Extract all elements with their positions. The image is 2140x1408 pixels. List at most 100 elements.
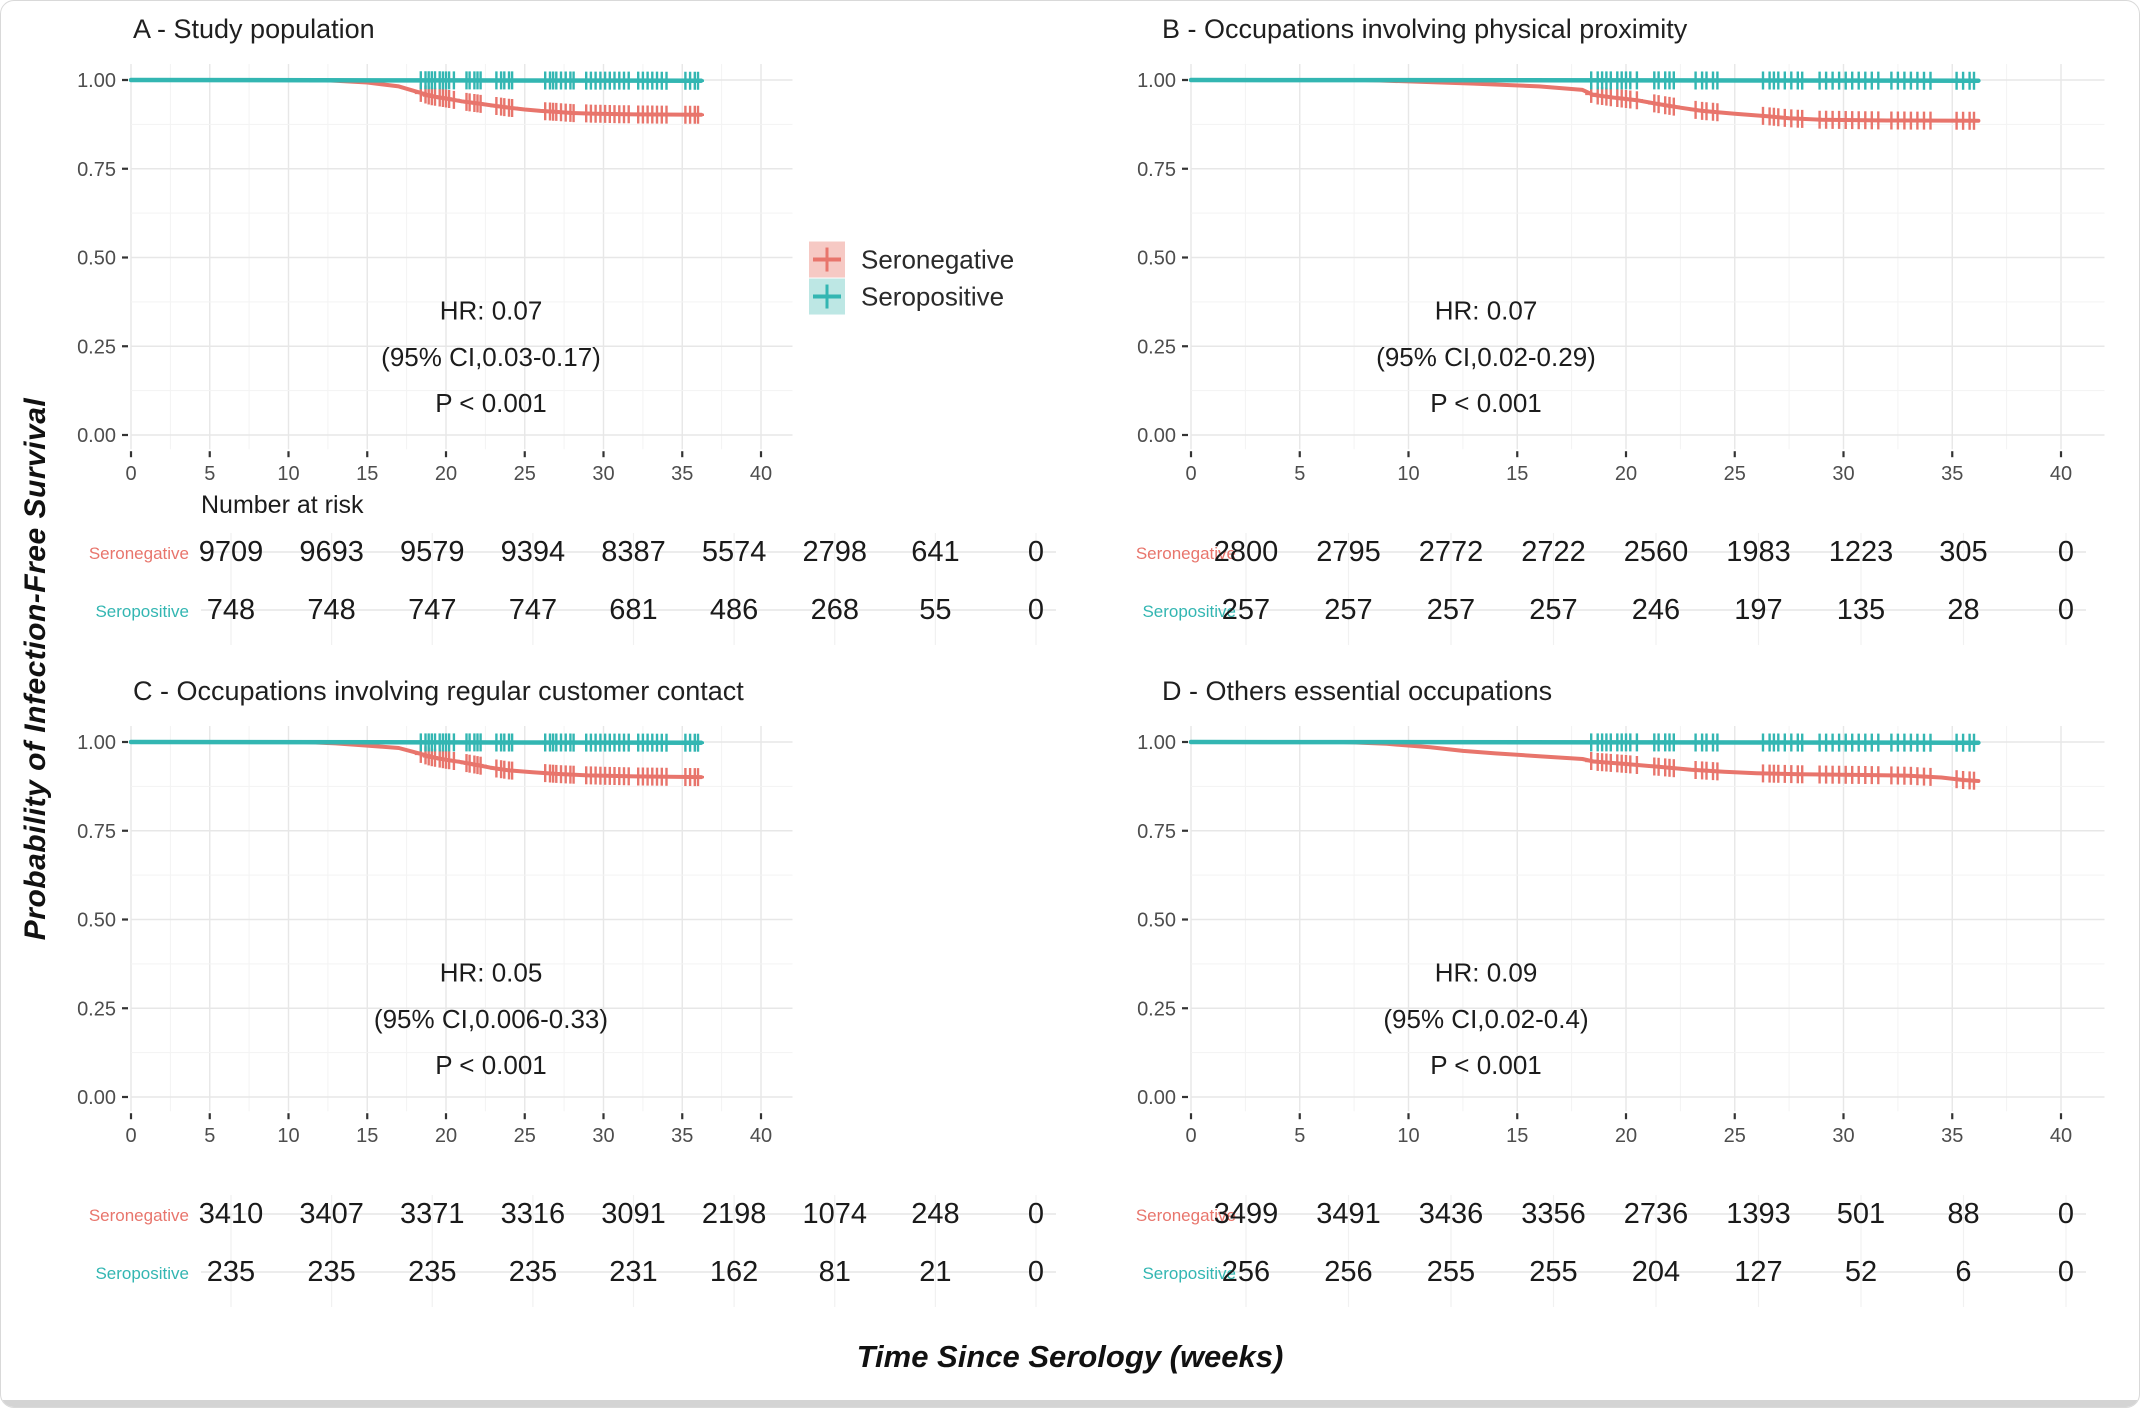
x-axis-ticks: 0 5 10 15 20 25 30 35 40: [125, 1113, 772, 1147]
risk-count: 0: [2058, 1198, 2074, 1230]
svg-text:0.50: 0.50: [77, 910, 116, 932]
panel-d-plot: 1.00 0.75 0.50 0.25 0.00 0 5 10 15 20 25 30 35 40 HR: …: [1086, 707, 2139, 1332]
risk-count: 235: [307, 1256, 355, 1288]
risk-count: 231: [609, 1256, 657, 1288]
svg-text:35: 35: [1941, 1125, 1963, 1147]
gridlines: [130, 726, 793, 1112]
risk-count: 9394: [501, 536, 566, 568]
censor-marks: [414, 733, 704, 787]
gridlines: [130, 64, 793, 450]
panel-a-title: A - Study population: [133, 14, 375, 44]
risk-count: 2736: [1624, 1198, 1689, 1230]
svg-text:0.50: 0.50: [1137, 910, 1176, 932]
risk-count: 2800: [1214, 536, 1279, 568]
legend-label: Seropositive: [861, 282, 1004, 312]
risk-count: 3316: [501, 1198, 566, 1230]
panel-b-plot: 1.00 0.75 0.50 0.25 0.00 0 5 10 15 20 25 30 35 40 HR: …: [1086, 45, 2139, 670]
svg-text:1.00: 1.00: [77, 732, 116, 754]
svg-text:35: 35: [671, 463, 693, 485]
svg-text:(95% CI,0.006-0.33): (95% CI,0.006-0.33): [374, 1004, 608, 1034]
svg-text:25: 25: [1724, 463, 1746, 485]
km-plot-svg: 1.00 0.75 0.50 0.25 0.00 0 5 10 15 20 25 30 35 40 HR: …: [77, 64, 1056, 645]
svg-text:35: 35: [671, 1125, 693, 1147]
risk-count: 0: [2058, 594, 2074, 626]
risk-count: 0: [2058, 1256, 2074, 1288]
risk-count: 88: [1947, 1198, 1979, 1230]
risk-count: 2772: [1419, 536, 1484, 568]
svg-text:P < 0.001: P < 0.001: [1430, 1050, 1542, 1080]
risk-count: 748: [207, 594, 255, 626]
risk-count: 235: [408, 1256, 456, 1288]
risk-count: 0: [1028, 594, 1044, 626]
risk-row-label: Seropositive: [95, 1264, 189, 1283]
risk-count: 3499: [1214, 1198, 1279, 1230]
svg-text:0: 0: [1185, 1125, 1196, 1147]
svg-text:35: 35: [1941, 463, 1963, 485]
panel-b-title: B - Occupations involving physical proxi…: [1162, 14, 1688, 44]
risk-count: 681: [609, 594, 657, 626]
bottom-scroll-strip: [1, 1400, 2139, 1407]
svg-text:40: 40: [750, 463, 772, 485]
panel-c-title: C - Occupations involving regular custom…: [133, 676, 744, 706]
svg-text:0: 0: [125, 463, 136, 485]
svg-text:25: 25: [1724, 1125, 1746, 1147]
risk-count: 248: [911, 1198, 959, 1230]
risk-count: 2198: [702, 1198, 767, 1230]
risk-count: 0: [2058, 536, 2074, 568]
svg-text:HR: 0.05: HR: 0.05: [440, 958, 543, 988]
panel-a-plot: 1.00 0.75 0.50 0.25 0.00 0 5 10 15 20 25 30 35 40 HR: …: [71, 45, 1086, 670]
risk-count: 641: [911, 536, 959, 568]
svg-text:1.00: 1.00: [77, 70, 116, 92]
panel-a: A - Study population 1.00 0.75 0.50 0.25 0.0…: [71, 7, 1086, 669]
risk-row-label: Seronegative: [1136, 544, 1236, 563]
risk-count: 5574: [702, 536, 767, 568]
svg-text:10: 10: [277, 1125, 299, 1147]
risk-count: 257: [1324, 594, 1372, 626]
risk-count: 3091: [601, 1198, 666, 1230]
risk-count: 28: [1947, 594, 1979, 626]
svg-text:0.00: 0.00: [1137, 1087, 1176, 1109]
svg-text:20: 20: [435, 1125, 457, 1147]
risk-count: 8387: [601, 536, 666, 568]
risk-count: 3356: [1521, 1198, 1586, 1230]
km-plot-svg: 1.00 0.75 0.50 0.25 0.00 0 5 10 15 20 25 30 35 40 HR: …: [1136, 726, 2105, 1307]
svg-text:0: 0: [125, 1125, 136, 1147]
y-axis-ticks: 1.00 0.75 0.50 0.25 0.00: [1137, 70, 1188, 447]
risk-count: 235: [207, 1256, 255, 1288]
svg-text:40: 40: [2050, 463, 2072, 485]
svg-text:30: 30: [1832, 463, 1854, 485]
risk-count: 501: [1837, 1198, 1885, 1230]
svg-text:1.00: 1.00: [1137, 732, 1176, 754]
panel-d: D - Others essential occupations 1.00 0.7…: [1086, 669, 2139, 1332]
risk-count: 1393: [1726, 1198, 1791, 1230]
svg-text:(95% CI,0.02-0.29): (95% CI,0.02-0.29): [1376, 342, 1596, 372]
risk-count: 162: [710, 1256, 758, 1288]
risk-count: 0: [1028, 1198, 1044, 1230]
risk-count: 197: [1734, 594, 1782, 626]
risk-count: 747: [509, 594, 557, 626]
risk-count: 255: [1529, 1256, 1577, 1288]
panel-b: B - Occupations involving physical proxi…: [1086, 7, 2139, 670]
risk-count: 135: [1837, 594, 1885, 626]
survival-curve-seronegative: [1189, 78, 1981, 123]
risk-count: 256: [1324, 1256, 1372, 1288]
risk-count: 257: [1529, 594, 1577, 626]
svg-text:30: 30: [1832, 1125, 1854, 1147]
svg-text:20: 20: [435, 463, 457, 485]
risk-count: 256: [1222, 1256, 1270, 1288]
risk-table: Seronegative 9709 9693 9579 9394 8387 5574 2798…: [89, 533, 1056, 645]
risk-count: 257: [1427, 594, 1475, 626]
svg-text:15: 15: [1506, 1125, 1528, 1147]
risk-count: 3410: [199, 1198, 264, 1230]
legend-label: Seronegative: [861, 245, 1014, 275]
risk-count: 6: [1955, 1256, 1971, 1288]
risk-count: 747: [408, 594, 456, 626]
x-axis-ticks: 0 5 10 15 20 25 30 35 40: [1185, 451, 2072, 485]
svg-text:15: 15: [356, 1125, 378, 1147]
y-axis-ticks: 1.00 0.75 0.50 0.25 0.00: [77, 70, 128, 447]
risk-row-label: Seropositive: [1142, 602, 1236, 621]
risk-count: 9579: [400, 536, 465, 568]
svg-text:20: 20: [1615, 1125, 1637, 1147]
gridlines: [1190, 64, 2105, 450]
